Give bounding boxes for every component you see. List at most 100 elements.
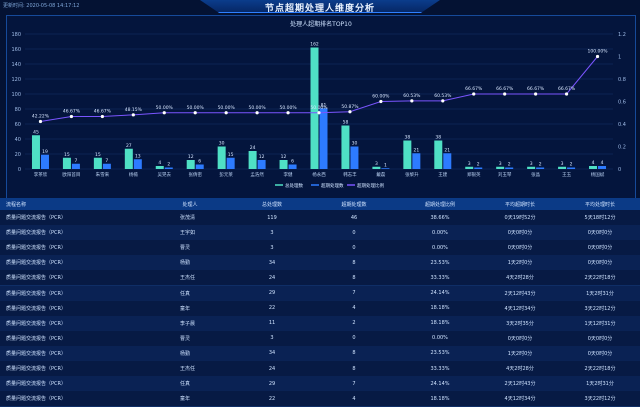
bar-overdue-label: 4 bbox=[601, 160, 604, 166]
ratio-point bbox=[255, 111, 259, 115]
bar-overdue bbox=[443, 153, 452, 169]
table-cell: 5天18时12分 bbox=[584, 215, 616, 221]
y-left-tick-label: 60 bbox=[15, 122, 21, 128]
bar-overdue-label: 12 bbox=[259, 154, 265, 160]
y-left-tick-label: 120 bbox=[11, 77, 21, 83]
bar-overdue bbox=[350, 146, 359, 169]
bar-total bbox=[31, 135, 40, 169]
table-row[interactable]: 质量问题交流报告（PCR） 王杰任 24 8 33.33% 4天2时28分 2天22时18分 bbox=[0, 270, 640, 287]
column-header[interactable]: 总处理数 bbox=[261, 201, 282, 208]
ratio-label: 66.67% bbox=[527, 86, 545, 92]
bar-overdue bbox=[40, 154, 49, 169]
y-right-tick-label: 1 bbox=[618, 55, 621, 61]
table-cell: 4 bbox=[352, 305, 356, 312]
x-tick-label: 杨楠 bbox=[129, 171, 138, 178]
title-banner bbox=[200, 0, 440, 13]
bar-total-label: 3 bbox=[561, 161, 564, 167]
table-cell: 24 bbox=[268, 274, 276, 281]
ratio-label: 66.67% bbox=[465, 86, 483, 92]
ratio-point bbox=[410, 99, 414, 103]
table-cell: 王杰任 bbox=[180, 275, 196, 282]
table-cell: 1天12时31分 bbox=[584, 320, 616, 327]
ratio-label: 50.00% bbox=[187, 105, 205, 111]
table-header: 流程名称 处理人 总处理数 超期处理数 超期处理比例 平均超期时长 平均处理时长 bbox=[0, 198, 640, 210]
table-cell: 质量问题交流报告（PCR） bbox=[6, 275, 66, 282]
table-cell: 0天0时0分 bbox=[587, 245, 613, 252]
column-header[interactable]: 超期处理比例 bbox=[424, 201, 455, 208]
bar-overdue bbox=[567, 167, 576, 169]
table-row[interactable]: 质量问题交流报告（PCR） 杨勤 34 8 23.53% 1天2时0分 0天0时0分 bbox=[0, 345, 640, 362]
table-cell: 0 bbox=[352, 229, 356, 236]
table-cell: 童年 bbox=[180, 396, 191, 403]
bar-total-label: 4 bbox=[158, 160, 161, 166]
bar-overdue bbox=[133, 159, 142, 169]
bar-total bbox=[62, 157, 71, 169]
table-row[interactable]: 质量问题交流报告（PCR） 李子晨 11 2 18.18% 3天2时35分 1天12时31分 bbox=[0, 315, 640, 332]
bar-overdue bbox=[288, 164, 297, 169]
y-left-tick-label: 40 bbox=[15, 137, 21, 143]
column-header[interactable]: 流程名称 bbox=[6, 201, 27, 208]
ratio-point bbox=[69, 114, 74, 119]
bar-overdue-label: 30 bbox=[352, 141, 358, 147]
ratio-label: 66.67% bbox=[496, 86, 514, 92]
table-cell: 3 bbox=[270, 335, 274, 342]
ratio-label: 50.00% bbox=[249, 105, 267, 111]
column-header[interactable]: 平均超期时长 bbox=[504, 201, 535, 208]
ratio-point bbox=[100, 114, 104, 119]
x-tick-label: 韩志丰 bbox=[343, 171, 357, 178]
y-right-tick-label: 0.6 bbox=[618, 100, 626, 106]
table-cell: 4天2时28分 bbox=[506, 366, 534, 372]
table-cell: 7 bbox=[352, 380, 356, 387]
table-cell: 18.18% bbox=[430, 305, 450, 312]
table-cell: 8 bbox=[352, 365, 356, 372]
table-cell: 杨勤 bbox=[180, 350, 191, 357]
table-cell: 0天0时0分 bbox=[587, 260, 613, 267]
ratio-label: 50.00% bbox=[156, 105, 174, 111]
table-cell: 王宇如 bbox=[180, 230, 196, 237]
bar-total-label: 24 bbox=[250, 145, 256, 151]
x-tick-label: 王建 bbox=[438, 171, 447, 178]
table-cell: 29 bbox=[268, 380, 276, 387]
table-cell: 0天0时0分 bbox=[587, 230, 613, 237]
x-tick-label: 李茶欣 bbox=[34, 171, 48, 178]
table-row[interactable]: 质量问题交流报告（PCR） 张茂清 119 46 38.66% 0天19时52分 5天18时… bbox=[0, 210, 640, 226]
ratio-point bbox=[193, 111, 197, 115]
bar-overdue bbox=[195, 164, 204, 169]
bar-total-label: 27 bbox=[126, 143, 132, 149]
x-tick-label: 杨永西 bbox=[312, 171, 326, 178]
table-row[interactable]: 质量问题交流报告（PCR） 童年 22 4 18.18% 4天12时34分 3天22时12分 bbox=[0, 300, 640, 317]
x-tick-label: 张倩密 bbox=[188, 171, 202, 178]
column-header[interactable]: 处理人 bbox=[182, 201, 198, 208]
table-row[interactable]: 质量问题交流报告（PCR） 任真 29 7 24.14% 2天12时43分 1天2时31分 bbox=[0, 376, 640, 393]
bar-total bbox=[403, 140, 412, 169]
table-cell: 3天22时12分 bbox=[584, 305, 616, 312]
legend-label: 超期处理数 bbox=[321, 182, 344, 189]
ratio-point bbox=[162, 111, 166, 115]
table-cell: 质量问题交流报告（PCR） bbox=[6, 381, 66, 388]
table-row[interactable]: 质量问题交流报告（PCR） 曹灵 3 0 0.00% 0天0时0分 0天0时0分 bbox=[0, 330, 640, 347]
x-tick-label: 王玉 bbox=[562, 172, 571, 178]
y-right-tick-label: 0 bbox=[618, 167, 621, 173]
table-row[interactable]: 质量问题交流报告（PCR） 任真 29 7 24.14% 2天12时43分 1天2时31分 bbox=[0, 285, 640, 302]
table-row[interactable]: 质量问题交流报告（PCR） 王宇如 3 0 0.00% 0天0时0分 0天0时0分 bbox=[0, 225, 640, 242]
table-cell: 11 bbox=[268, 320, 276, 327]
table-cell: 22 bbox=[268, 305, 276, 312]
table-cell: 4天12时34分 bbox=[504, 396, 536, 403]
column-header[interactable]: 平均处理时长 bbox=[584, 201, 615, 208]
bar-overdue-label: 21 bbox=[444, 147, 450, 153]
table-cell: 质量问题交流报告（PCR） bbox=[6, 335, 66, 342]
column-header[interactable]: 超期处理数 bbox=[341, 201, 367, 208]
ratio-point bbox=[131, 113, 135, 117]
y-left-tick-label: 140 bbox=[11, 62, 21, 68]
table-row[interactable]: 质量问题交流报告（PCR） 王杰任 24 8 33.33% 4天2时28分 2天22时18分 bbox=[0, 361, 640, 377]
legend-label: 超期处理比例 bbox=[357, 182, 384, 189]
table-row[interactable]: 质量问题交流报告（PCR） 曹灵 3 0 0.00% 0天0时0分 0天0时0分 bbox=[0, 240, 640, 257]
bar-total bbox=[124, 148, 133, 169]
bar-overdue bbox=[505, 167, 514, 169]
table-cell: 3 bbox=[270, 229, 274, 236]
table-cell: 18.18% bbox=[430, 395, 450, 402]
table-row[interactable]: 质量问题交流报告（PCR） 杨勤 34 8 23.53% 1天2时0分 0天0时0分 bbox=[0, 255, 640, 272]
ratio-point bbox=[348, 110, 352, 114]
ratio-point bbox=[317, 111, 321, 115]
table-cell: 0天19时52分 bbox=[504, 215, 536, 221]
